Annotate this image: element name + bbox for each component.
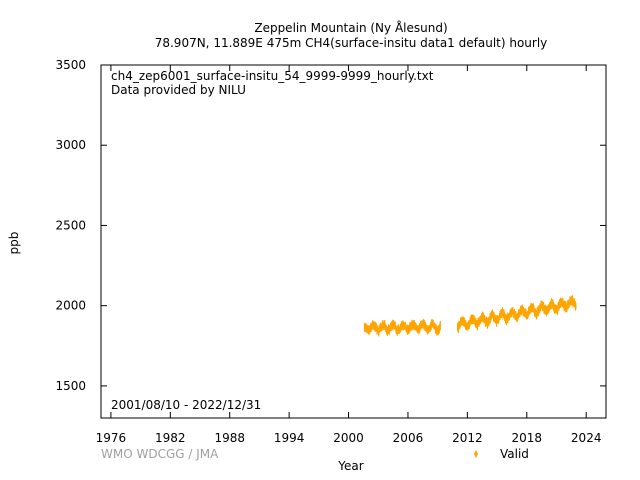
- x-tick-label: 1994: [274, 431, 305, 445]
- file-label: ch4_zep6001_surface-insitu_54_9999-9999_…: [111, 69, 434, 83]
- x-axis: 1976 1982 1988 1994 2000 2006 2012 2018 2024: [96, 65, 602, 445]
- y-tick-label: 2500: [55, 218, 86, 232]
- y-tick-label: 1500: [55, 379, 86, 393]
- date-range-label: 2001/08/10 - 2022/12/31: [111, 398, 261, 412]
- legend: Valid: [474, 447, 529, 461]
- x-tick-label: 2024: [571, 431, 602, 445]
- y-tick-label: 2000: [55, 299, 86, 313]
- y-tick-label: 3000: [55, 138, 86, 152]
- x-tick-label: 2018: [512, 431, 543, 445]
- legend-marker: [474, 450, 478, 458]
- chart-title: Zeppelin Mountain (Ny Ålesund): [254, 20, 447, 35]
- chart-subtitle: 78.907N, 11.889E 475m CH4(surface-insitu…: [155, 36, 548, 50]
- x-tick-label: 2012: [452, 431, 483, 445]
- x-tick-label: 2000: [333, 431, 364, 445]
- x-axis-label: Year: [337, 459, 363, 473]
- legend-label-valid: Valid: [500, 447, 529, 461]
- y-tick-label: 3500: [55, 58, 86, 72]
- provider-label: Data provided by NILU: [111, 83, 246, 97]
- x-tick-label: 1988: [214, 431, 245, 445]
- data-points: [363, 295, 577, 337]
- x-tick-label: 1982: [155, 431, 186, 445]
- x-tick-label: 2006: [393, 431, 424, 445]
- x-tick-label: 1976: [96, 431, 127, 445]
- plot-frame: [100, 64, 607, 419]
- y-axis: 1500 2000 2500 3000 3500: [55, 58, 606, 393]
- y-axis-label: ppb: [7, 232, 21, 255]
- credit-label: WMO WDCGG / JMA: [101, 447, 219, 461]
